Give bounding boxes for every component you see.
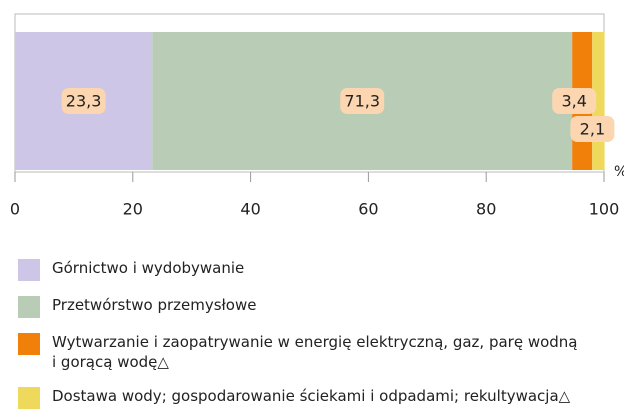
value-label: 2,1	[580, 120, 605, 139]
value-label: 3,4	[561, 92, 586, 111]
unit-label: %	[614, 164, 624, 180]
legend-swatch	[18, 296, 40, 318]
legend-swatch	[18, 333, 40, 355]
x-tick-label: 0	[10, 200, 20, 219]
x-tick-label: 20	[123, 200, 143, 219]
legend-item: Górnictwo i wydobywanie	[18, 258, 618, 281]
legend-item: Dostawa wody; gospodarowanie ściekami i …	[18, 386, 618, 409]
x-tick-label: 40	[240, 200, 260, 219]
legend-swatch	[18, 259, 40, 281]
chart: 0 20 40 60 80 100% 23,3 71,3 3,4 2,1	[10, 13, 624, 219]
legend-label: Górnictwo i wydobywanie	[52, 259, 245, 277]
value-label-box	[552, 88, 597, 114]
value-label: 23,3	[66, 92, 102, 111]
legend-item: Przetwórstwo przemysłowe	[18, 295, 618, 318]
x-tick-label: 80	[476, 200, 496, 219]
legend-label: Dostawa wody; gospodarowanie ściekami i …	[52, 387, 571, 405]
legend-label: Wytwarzanie i zaopatrywanie w energię el…	[52, 333, 578, 371]
legend-swatch	[18, 387, 40, 409]
value-label-box	[340, 88, 385, 114]
value-label: 71,3	[344, 92, 380, 111]
x-tick-label: 100	[589, 200, 620, 219]
legend-item: Wytwarzanie i zaopatrywanie w energię el…	[18, 332, 618, 372]
legend: Górnictwo i wydobywanie Przetwórstwo prze…	[18, 258, 618, 412]
value-label-box	[61, 88, 106, 114]
legend-label: Przetwórstwo przemysłowe	[52, 296, 257, 314]
x-tick-label: 60	[358, 200, 378, 219]
value-label-box	[570, 116, 615, 142]
